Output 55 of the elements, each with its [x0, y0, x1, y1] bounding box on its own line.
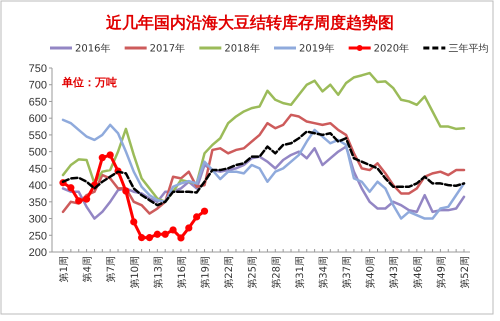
point — [185, 224, 192, 232]
line-series — [62, 72, 466, 204]
point — [122, 188, 130, 195]
y-tick-label: 250 — [28, 230, 47, 242]
x-tick-label: 第4周 — [82, 256, 94, 282]
point — [162, 230, 169, 238]
point — [146, 234, 154, 242]
point — [106, 151, 114, 159]
y-tick-label: 550 — [28, 130, 47, 142]
y-tick-label: 300 — [28, 214, 47, 226]
legend-label: 2017年 — [150, 42, 186, 54]
point — [67, 184, 74, 192]
x-tick-label: 第49周 — [435, 256, 448, 289]
x-tick-label: 第34周 — [317, 256, 330, 289]
x-tick-label: 第28周 — [270, 256, 282, 289]
x-tick-label: 第22周 — [223, 256, 236, 289]
point — [169, 226, 177, 234]
point — [193, 213, 200, 220]
x-tick-label: 第19周 — [200, 256, 212, 289]
x-tick-label: 第37周 — [341, 256, 354, 289]
x-tick-label: 第10周 — [128, 256, 141, 289]
x-tick-label: 第31周 — [294, 256, 306, 289]
annotation: 单位：万吨 — [61, 76, 117, 89]
y-tick-label: 650 — [28, 96, 47, 108]
legend-label: 2020年 — [374, 42, 410, 54]
x-tick-label: 第46周 — [412, 256, 424, 289]
point — [177, 234, 185, 242]
x-tick-label: 第52周 — [459, 256, 471, 289]
x-tick-label: 第13周 — [152, 256, 164, 289]
point — [130, 218, 138, 226]
x-tick-label: 第40周 — [364, 256, 377, 289]
legend-label: 2019年 — [299, 42, 334, 54]
x-tick-label: 第1周 — [58, 256, 70, 282]
point — [98, 154, 106, 162]
y-tick-label: 200 — [28, 247, 47, 259]
chart-title: 近几年国内沿海大豆结转库存周度趋势图 — [105, 13, 394, 32]
legend-label: 2018年 — [224, 42, 260, 54]
y-tick-label: 500 — [28, 146, 47, 159]
y-tick-label: 750 — [28, 63, 47, 75]
x-tick-label: 第43周 — [388, 256, 400, 289]
x-tick-label: 第7周 — [105, 256, 118, 282]
point — [75, 197, 82, 204]
legend-label: 三年平均 — [448, 42, 488, 54]
x-tick-label: 第25周 — [246, 256, 259, 289]
point — [82, 196, 90, 203]
x-tick-label: 第16周 — [176, 256, 188, 289]
point — [138, 234, 146, 242]
point — [200, 208, 208, 215]
legend-label: 2016年 — [75, 42, 110, 54]
y-tick-label: 350 — [28, 196, 47, 209]
y-tick-label: 450 — [28, 163, 47, 176]
y-tick-label: 400 — [28, 180, 47, 192]
point — [154, 230, 161, 238]
y-tick-label: 700 — [28, 80, 47, 92]
y-tick-label: 600 — [28, 113, 47, 126]
